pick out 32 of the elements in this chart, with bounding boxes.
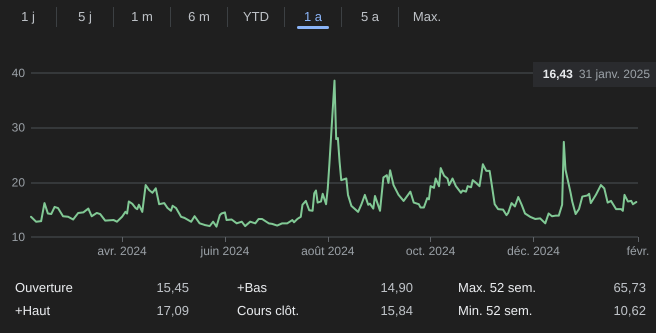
text: 17,09 xyxy=(156,303,189,318)
text: 10,62 xyxy=(613,303,646,318)
text: Min. 52 sem. xyxy=(458,303,532,318)
text: +Haut xyxy=(15,303,50,318)
y-tick-label: 40 xyxy=(12,66,26,80)
text: +Bas xyxy=(237,280,267,295)
y-tick-label: 20 xyxy=(12,175,26,190)
text: 15,84 xyxy=(380,303,413,318)
x-tick-label: déc. 2024 xyxy=(507,244,560,258)
category-label: 5 a xyxy=(360,9,380,24)
x-tick-label: août 2024 xyxy=(301,244,355,258)
line-series xyxy=(30,80,638,228)
category-label: YTD xyxy=(243,9,269,24)
annotation: 16,43 31 janv. 2025 xyxy=(542,67,650,81)
category-label: 5 j xyxy=(78,9,92,24)
category-label: 6 m xyxy=(188,9,210,24)
text: 14,90 xyxy=(380,280,413,295)
text: Cours clôt. xyxy=(237,303,300,318)
text: Ouverture xyxy=(15,280,73,295)
text: 15,45 xyxy=(156,280,189,295)
y-tick-label: 10 xyxy=(12,230,26,244)
x-tick-label: oct. 2024 xyxy=(406,244,456,258)
y-tick-label: 30 xyxy=(12,120,26,135)
category-label: Max. xyxy=(412,9,442,24)
category-label: 1 j xyxy=(21,9,35,24)
category-label: 1 a xyxy=(304,9,322,24)
x-tick-label: avr. 2024 xyxy=(97,244,148,258)
text: Max. 52 sem. xyxy=(458,280,536,295)
category-label: 1 m xyxy=(131,9,153,24)
text: 65,73 xyxy=(613,280,646,295)
x-tick-label: juin 2024 xyxy=(200,244,250,258)
x-tick-label: févr. xyxy=(626,244,650,258)
